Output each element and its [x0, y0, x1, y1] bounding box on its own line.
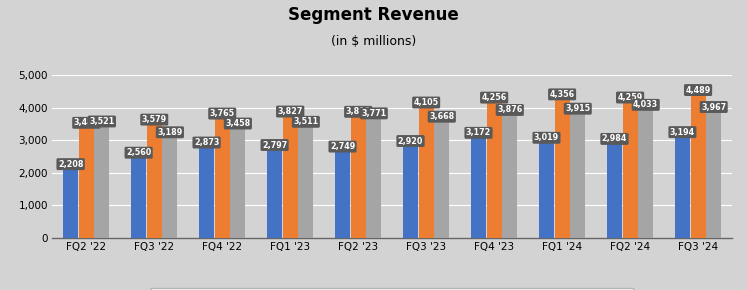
Bar — [366, 115, 381, 238]
Bar — [146, 122, 162, 238]
Text: 4,489: 4,489 — [686, 86, 710, 95]
Text: 4,259: 4,259 — [618, 93, 642, 102]
Text: Segment Revenue: Segment Revenue — [288, 6, 459, 24]
Bar — [282, 113, 298, 238]
Bar — [267, 147, 282, 238]
Text: 3,827: 3,827 — [278, 107, 303, 116]
Bar — [638, 107, 653, 238]
Bar — [570, 111, 585, 238]
Bar — [335, 148, 350, 238]
Bar — [675, 134, 690, 238]
Bar — [607, 141, 622, 238]
Bar — [199, 144, 214, 238]
Text: 3,668: 3,668 — [430, 112, 454, 121]
Text: 2,984: 2,984 — [602, 135, 627, 144]
Text: 2,920: 2,920 — [398, 137, 424, 146]
Bar — [539, 140, 554, 238]
Text: 3,967: 3,967 — [701, 102, 726, 111]
Text: 2,208: 2,208 — [58, 160, 84, 169]
Bar — [162, 134, 177, 238]
Bar — [690, 92, 706, 238]
Bar — [403, 143, 418, 238]
Bar — [486, 99, 502, 238]
Text: 3,189: 3,189 — [158, 128, 182, 137]
Text: 3,765: 3,765 — [210, 109, 235, 118]
Bar — [418, 104, 434, 238]
Text: 3,511: 3,511 — [294, 117, 318, 126]
Legend: Service Revenue, Data Processing Revenue, International Transaction Revenue: Service Revenue, Data Processing Revenue… — [150, 289, 634, 290]
Bar — [214, 115, 230, 238]
Bar — [471, 135, 486, 238]
Bar — [350, 114, 366, 238]
Bar — [230, 126, 245, 238]
Text: 3,019: 3,019 — [534, 133, 559, 142]
Bar — [78, 125, 94, 238]
Text: 4,256: 4,256 — [482, 93, 506, 102]
Bar — [434, 119, 449, 238]
Bar — [298, 124, 313, 238]
Text: 3,876: 3,876 — [498, 106, 522, 115]
Bar — [94, 124, 109, 238]
Text: 3,521: 3,521 — [90, 117, 114, 126]
Text: 3,771: 3,771 — [362, 109, 386, 118]
Bar — [706, 109, 721, 238]
Text: 3,194: 3,194 — [670, 128, 695, 137]
Text: 4,105: 4,105 — [414, 98, 438, 107]
Text: 2,749: 2,749 — [330, 142, 355, 151]
Text: 2,560: 2,560 — [126, 148, 151, 157]
Bar — [131, 155, 146, 238]
Text: 3,915: 3,915 — [565, 104, 590, 113]
Text: 3,172: 3,172 — [466, 128, 491, 137]
Text: 3,458: 3,458 — [226, 119, 250, 128]
Bar — [502, 112, 517, 238]
Text: 3,819: 3,819 — [346, 107, 371, 116]
Bar — [63, 166, 78, 238]
Text: 3,579: 3,579 — [142, 115, 167, 124]
Bar — [622, 99, 638, 238]
Text: (in $ millions): (in $ millions) — [331, 35, 416, 48]
Text: 2,873: 2,873 — [194, 138, 220, 147]
Text: 4,356: 4,356 — [550, 90, 574, 99]
Text: 2,797: 2,797 — [262, 140, 287, 150]
Text: 4,033: 4,033 — [633, 100, 658, 109]
Text: 3,480: 3,480 — [74, 118, 99, 127]
Bar — [554, 96, 570, 238]
